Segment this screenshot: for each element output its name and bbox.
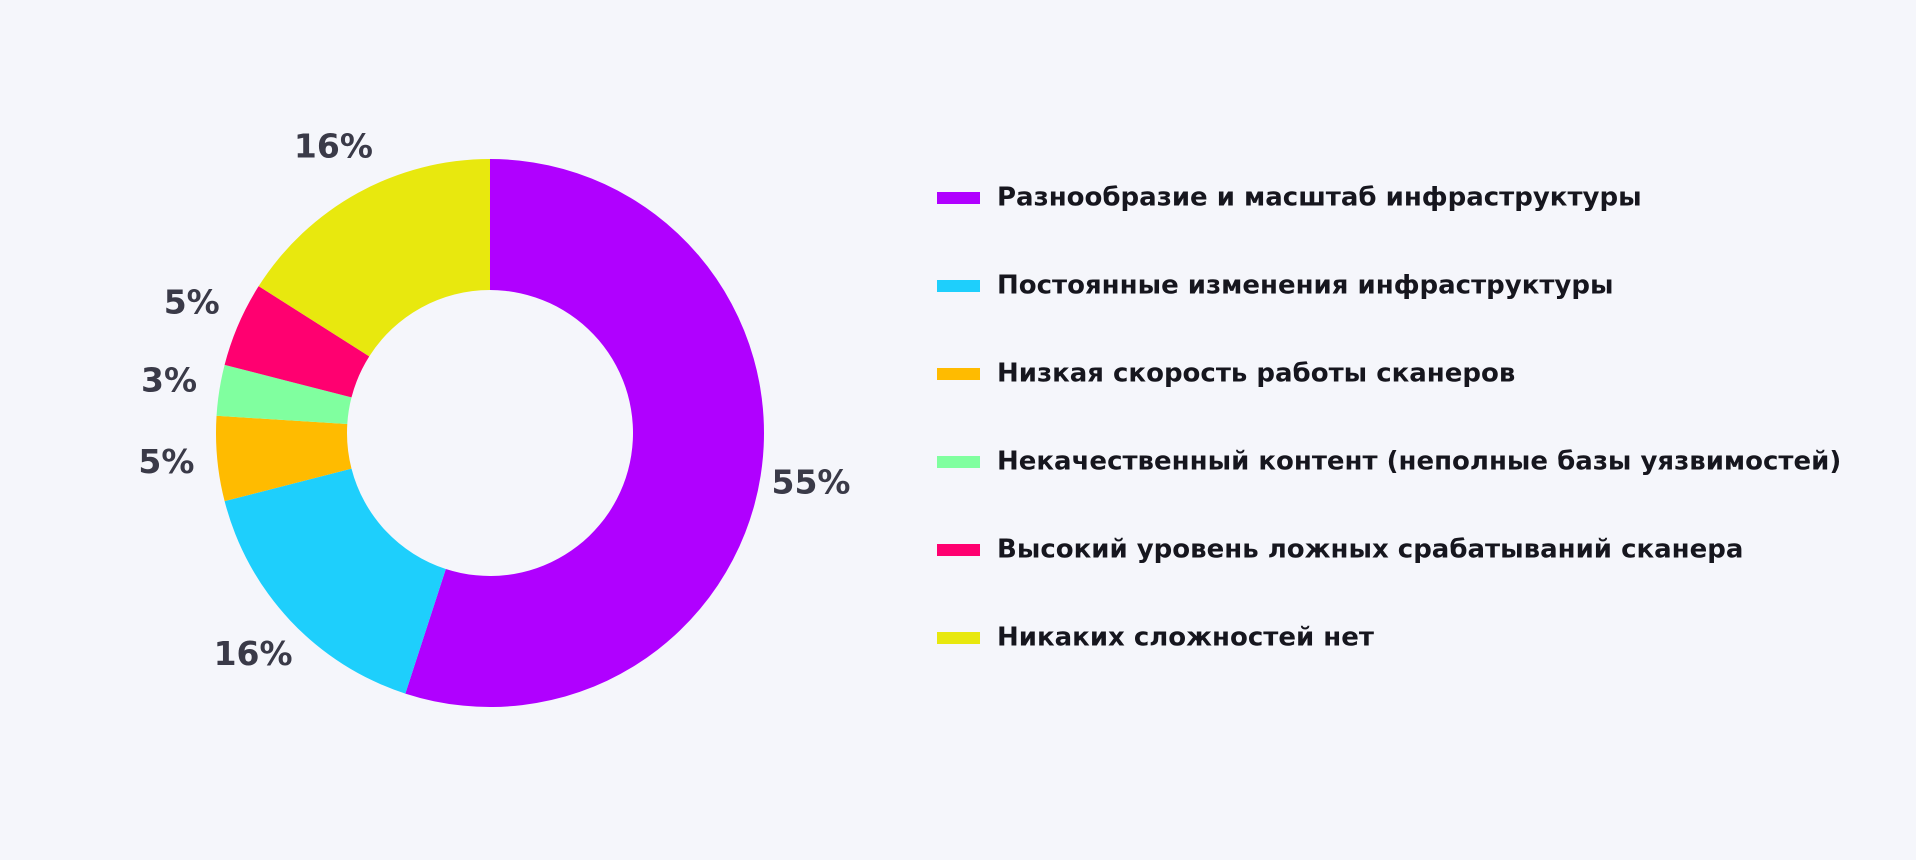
legend-label: Разнообразие и масштаб инфраструктуры [997,183,1642,213]
donut-slice [216,415,352,502]
legend-label: Высокий уровень ложных срабатываний скан… [997,535,1743,565]
donut-slice [258,159,490,357]
value-label: 5% [164,282,220,321]
legend-swatch [937,632,980,644]
legend-swatch [937,368,980,380]
legend-label: Никаких сложностей нет [997,623,1374,653]
legend-label: Некачественный контент (неполные базы уя… [997,447,1841,477]
legend-swatch [937,544,980,556]
legend-swatch [937,280,980,292]
legend-label: Постоянные изменения инфраструктуры [997,271,1613,301]
donut-slice [405,159,765,707]
value-label: 16% [214,634,293,673]
legend-swatch [937,192,980,204]
value-label: 3% [141,361,197,400]
legend-swatch [937,456,980,468]
value-label: 16% [294,127,373,166]
donut-slice [224,286,370,398]
legend-label: Низкая скорость работы сканеров [997,359,1515,389]
value-label: 5% [138,442,194,481]
value-label: 55% [771,462,850,501]
donut-slice [224,468,446,694]
donut-slice [216,364,352,425]
